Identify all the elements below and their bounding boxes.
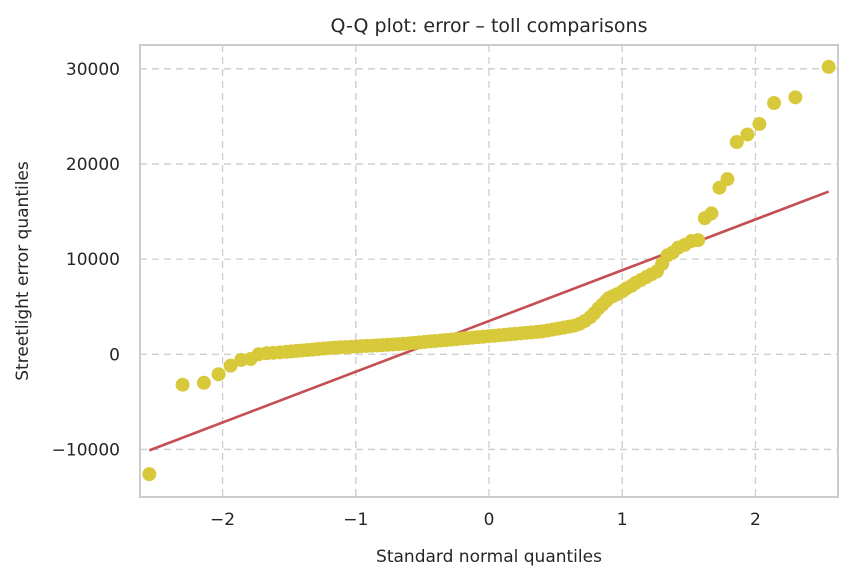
data-point bbox=[196, 375, 211, 390]
data-point bbox=[211, 367, 226, 382]
data-point bbox=[788, 90, 803, 105]
y-tick-label: 10000 bbox=[66, 250, 120, 270]
data-point bbox=[175, 377, 190, 392]
data-point bbox=[704, 206, 719, 221]
x-tick-label: 1 bbox=[617, 510, 628, 530]
data-point bbox=[720, 172, 735, 187]
x-axis-label: Standard normal quantiles bbox=[376, 547, 602, 567]
grid-lines bbox=[140, 45, 838, 497]
plot-frame bbox=[139, 44, 839, 498]
chart-title: Q-Q plot: error – toll comparisons bbox=[331, 15, 648, 37]
y-tick-label: 0 bbox=[109, 345, 120, 365]
x-tick-label: 0 bbox=[484, 510, 495, 530]
data-point bbox=[223, 358, 238, 373]
data-points bbox=[142, 59, 836, 482]
x-tick-labels: −2 −1 0 1 2 bbox=[210, 510, 761, 530]
data-point bbox=[142, 467, 157, 482]
y-tick-label: −10000 bbox=[52, 440, 120, 460]
data-point bbox=[752, 116, 767, 131]
fit-line-layer bbox=[148, 190, 830, 452]
data-point bbox=[691, 233, 706, 248]
y-tick-label: 30000 bbox=[66, 60, 120, 80]
y-tick-label: 20000 bbox=[66, 155, 120, 175]
x-tick-label: −2 bbox=[210, 510, 235, 530]
data-point bbox=[740, 127, 755, 142]
y-axis-label: Streetlight error quantiles bbox=[13, 161, 33, 381]
y-tick-labels: −10000 0 10000 20000 30000 bbox=[52, 60, 120, 461]
x-tick-label: −1 bbox=[343, 510, 368, 530]
data-point bbox=[767, 96, 782, 111]
data-point bbox=[821, 59, 836, 74]
x-tick-label: 2 bbox=[750, 510, 761, 530]
reference-fit-line bbox=[148, 190, 830, 452]
data-point bbox=[729, 135, 744, 150]
